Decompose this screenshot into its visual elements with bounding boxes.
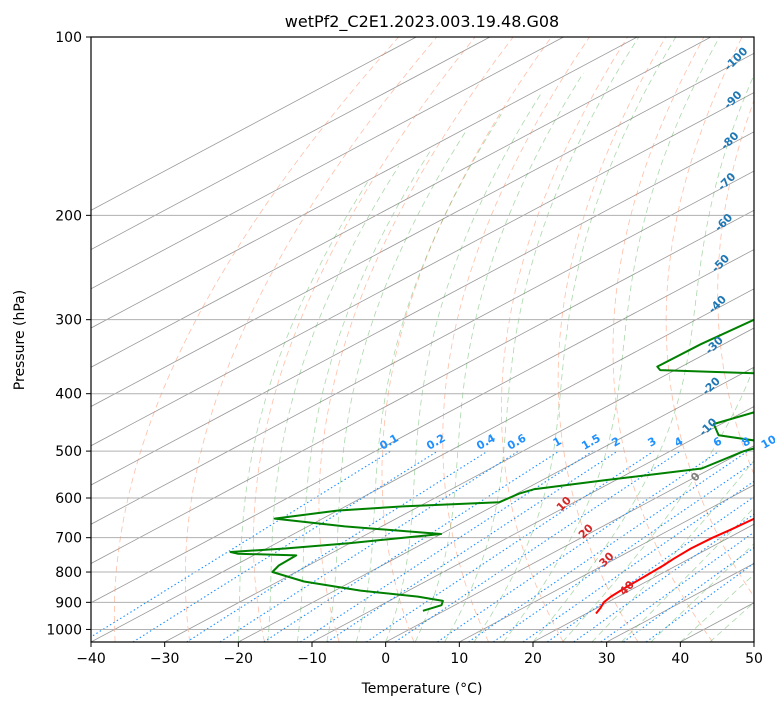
mixing-ratio-line bbox=[91, 450, 392, 638]
dry-adiabat-line bbox=[253, 37, 476, 642]
isotherm-line bbox=[91, 37, 417, 211]
mixing-ratio-line bbox=[394, 450, 681, 642]
moist-adiabat-line bbox=[562, 365, 754, 642]
isotherm-line bbox=[91, 209, 754, 564]
y-tick-label: 500 bbox=[55, 444, 82, 460]
dry-adiabat-line bbox=[612, 37, 714, 642]
mixing-ratio-line bbox=[522, 480, 754, 642]
isotherm-line bbox=[532, 523, 754, 642]
mixing-ratio-line bbox=[492, 461, 754, 642]
y-axis: 100 200 300 400 500 600 700 800 900 1000 bbox=[46, 30, 91, 638]
mixing-ratio-line bbox=[546, 496, 754, 642]
x-tick-label: 30 bbox=[598, 651, 616, 667]
x-tick-label: −20 bbox=[224, 651, 254, 667]
moist-adiabat-line bbox=[296, 149, 432, 642]
moist-adiabat-line bbox=[680, 573, 754, 642]
isotherm-line bbox=[91, 288, 754, 642]
mixing-ratio-line bbox=[468, 450, 749, 642]
y-tick-label: 900 bbox=[55, 595, 82, 611]
dry-adiabat-line bbox=[442, 37, 590, 642]
isotherm-line bbox=[753, 641, 754, 642]
x-tick-label: 20 bbox=[524, 651, 542, 667]
dry-adiabat-line bbox=[500, 37, 628, 642]
y-tick-label: 300 bbox=[55, 313, 82, 329]
x-tick-label: 50 bbox=[745, 651, 763, 667]
moist-adiabat-line bbox=[267, 165, 400, 642]
isotherm-line bbox=[459, 484, 754, 642]
y-tick-label: 100 bbox=[55, 30, 82, 46]
dry-adiabat-line bbox=[184, 37, 438, 642]
moist-adiabat-line bbox=[650, 543, 754, 642]
x-axis: −40 −30 −20 −10 0 10 20 30 40 50 bbox=[76, 642, 763, 667]
isotherm-line bbox=[91, 131, 754, 486]
moist-adiabat-line bbox=[237, 180, 369, 642]
dry-adiabat-line bbox=[113, 37, 399, 642]
moist-adiabat-line bbox=[503, 37, 720, 642]
mixing-ratio-label: 10 bbox=[759, 432, 775, 451]
moist-adiabat-line bbox=[355, 113, 502, 642]
y-tick-label: 200 bbox=[55, 208, 82, 224]
chart-title: wetPf2_C2E1.2023.003.19.48.G08 bbox=[285, 12, 559, 32]
isotherm-line bbox=[311, 406, 754, 642]
mixing-ratio-line bbox=[573, 513, 754, 642]
moist-adiabat-line bbox=[532, 74, 754, 642]
moist-adiabat-line bbox=[414, 72, 584, 642]
isotherm-line bbox=[91, 37, 564, 290]
dry-adiabat-line bbox=[381, 37, 552, 642]
isotherm-line bbox=[91, 37, 491, 250]
moist-adiabat-line bbox=[444, 37, 640, 642]
mixing-ratio-line bbox=[326, 450, 618, 642]
mixing-ratio-line bbox=[645, 562, 754, 642]
plot-frame bbox=[90, 36, 755, 643]
isotherm-line bbox=[91, 37, 638, 329]
y-axis-label: Pressure (hPa) bbox=[12, 290, 28, 390]
mixing-ratio-line bbox=[132, 450, 438, 642]
x-tick-label: −30 bbox=[150, 651, 180, 667]
mixing-ratio-line bbox=[186, 450, 488, 642]
isotherm-line bbox=[91, 249, 754, 604]
x-tick-label: 40 bbox=[671, 651, 689, 667]
x-tick-label: 0 bbox=[381, 651, 390, 667]
mixing-ratio-line bbox=[623, 546, 754, 642]
mixing-ratio-line bbox=[365, 450, 655, 642]
y-tick-label: 400 bbox=[55, 387, 82, 403]
isotherm-line bbox=[91, 52, 754, 407]
isotherm-line bbox=[91, 92, 754, 447]
isotherm-line bbox=[385, 445, 754, 642]
isotherm-line bbox=[238, 366, 754, 642]
dry-adiabat-line bbox=[665, 37, 754, 598]
isotherm-line bbox=[91, 37, 712, 368]
dry-adiabat-line bbox=[768, 37, 775, 642]
x-tick-label: −10 bbox=[297, 651, 327, 667]
background-guides bbox=[91, 37, 775, 642]
x-tick-label: −40 bbox=[76, 651, 106, 667]
y-tick-label: 1000 bbox=[46, 622, 82, 638]
mixing-ratio-line bbox=[600, 531, 754, 642]
x-tick-label: 10 bbox=[450, 651, 468, 667]
y-tick-label: 600 bbox=[55, 491, 82, 507]
temperature-profile-line bbox=[595, 517, 754, 615]
isotherm-line bbox=[164, 327, 754, 642]
dewpoint-profile-line bbox=[229, 318, 754, 612]
moist-adiabat-line bbox=[385, 94, 541, 642]
plot-background bbox=[91, 37, 754, 642]
profile-series bbox=[229, 318, 754, 615]
y-tick-label: 700 bbox=[55, 531, 82, 547]
x-axis-label: Temperature (°C) bbox=[361, 681, 483, 697]
mixing-ratio-line bbox=[219, 450, 519, 642]
isotherm-line bbox=[91, 170, 754, 525]
y-tick-label: 800 bbox=[55, 565, 82, 581]
